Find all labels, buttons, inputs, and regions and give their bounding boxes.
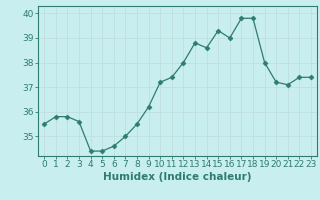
X-axis label: Humidex (Indice chaleur): Humidex (Indice chaleur) (103, 172, 252, 182)
